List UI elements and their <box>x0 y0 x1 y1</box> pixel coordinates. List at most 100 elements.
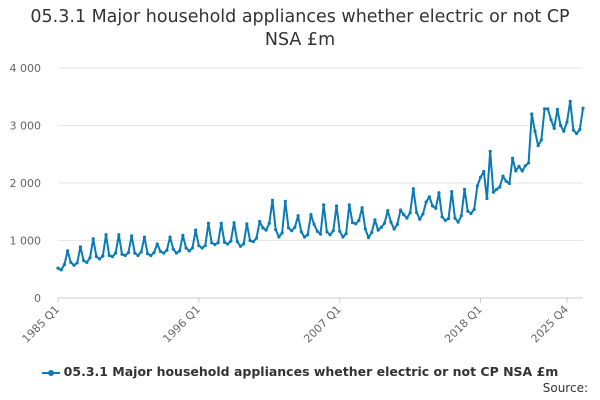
data-point[interactable] <box>517 164 521 168</box>
data-point[interactable] <box>446 217 451 221</box>
data-point[interactable] <box>523 164 527 168</box>
data-point[interactable] <box>366 236 371 240</box>
data-point[interactable] <box>126 250 131 255</box>
data-point[interactable] <box>213 242 217 247</box>
data-point[interactable] <box>539 138 543 142</box>
data-point[interactable] <box>258 219 262 224</box>
data-point[interactable] <box>555 107 559 111</box>
data-point[interactable] <box>210 241 214 245</box>
data-point[interactable] <box>325 230 329 234</box>
data-point[interactable] <box>354 222 358 226</box>
data-point[interactable] <box>120 252 124 256</box>
data-point[interactable] <box>136 253 140 258</box>
data-point[interactable] <box>347 203 351 207</box>
data-point[interactable] <box>200 246 204 250</box>
data-point[interactable] <box>178 249 182 253</box>
data-point[interactable] <box>334 204 339 208</box>
data-point[interactable] <box>110 255 115 259</box>
data-point[interactable] <box>418 217 422 221</box>
data-point[interactable] <box>491 190 495 194</box>
data-point[interactable] <box>453 216 457 220</box>
data-point[interactable] <box>482 169 486 174</box>
data-point[interactable] <box>283 199 287 203</box>
data-point[interactable] <box>510 156 515 160</box>
data-point[interactable] <box>440 215 444 219</box>
data-point[interactable] <box>206 221 211 225</box>
data-point[interactable] <box>235 240 239 244</box>
data-point[interactable] <box>270 198 275 202</box>
data-point[interactable] <box>437 191 441 195</box>
data-point[interactable] <box>507 181 511 186</box>
data-point[interactable] <box>56 266 60 270</box>
data-point[interactable] <box>466 209 470 213</box>
data-point[interactable] <box>462 187 467 191</box>
data-point[interactable] <box>331 229 335 233</box>
data-point[interactable] <box>581 106 585 110</box>
data-point[interactable] <box>341 235 345 239</box>
data-point[interactable] <box>392 227 396 231</box>
data-point[interactable] <box>379 225 383 229</box>
data-point[interactable] <box>194 228 198 232</box>
data-point[interactable] <box>494 187 499 191</box>
data-point[interactable] <box>357 218 361 222</box>
data-point[interactable] <box>66 249 70 253</box>
data-point[interactable] <box>59 268 63 272</box>
data-point[interactable] <box>238 244 243 248</box>
data-point[interactable] <box>571 128 576 132</box>
data-point[interactable] <box>398 208 403 212</box>
data-point[interactable] <box>152 250 156 255</box>
data-point[interactable] <box>363 227 367 231</box>
data-point[interactable] <box>318 232 323 236</box>
data-point[interactable] <box>501 174 505 178</box>
data-point[interactable] <box>219 221 223 225</box>
data-point[interactable] <box>469 211 473 216</box>
data-point[interactable] <box>549 118 553 122</box>
data-point[interactable] <box>565 120 569 124</box>
data-point[interactable] <box>274 227 278 232</box>
data-point[interactable] <box>478 175 483 179</box>
data-point[interactable] <box>216 241 220 245</box>
data-point[interactable] <box>181 233 185 237</box>
data-point[interactable] <box>251 240 255 244</box>
data-point[interactable] <box>533 129 537 133</box>
data-point[interactable] <box>306 233 310 237</box>
data-point[interactable] <box>575 131 579 136</box>
data-point[interactable] <box>184 246 188 250</box>
data-point[interactable] <box>315 229 319 233</box>
data-point[interactable] <box>376 228 380 232</box>
data-point[interactable] <box>187 249 191 253</box>
data-point[interactable] <box>386 209 390 213</box>
data-point[interactable] <box>312 222 316 226</box>
data-point[interactable] <box>434 206 438 210</box>
data-point[interactable] <box>69 260 73 264</box>
data-point[interactable] <box>162 251 166 255</box>
data-point[interactable] <box>405 216 409 220</box>
legend[interactable]: 05.3.1 Major household appliances whethe… <box>0 364 600 379</box>
data-point[interactable] <box>450 190 454 194</box>
data-point[interactable] <box>485 196 489 201</box>
data-point[interactable] <box>290 229 294 233</box>
data-point[interactable] <box>568 99 572 103</box>
data-point[interactable] <box>277 235 281 239</box>
data-point[interactable] <box>360 206 364 210</box>
data-point[interactable] <box>498 185 502 189</box>
data-point[interactable] <box>526 161 531 165</box>
data-point[interactable] <box>171 247 175 251</box>
data-point[interactable] <box>373 218 377 222</box>
data-point[interactable] <box>168 235 172 239</box>
data-point[interactable] <box>82 259 86 263</box>
data-point[interactable] <box>514 169 518 173</box>
data-point[interactable] <box>475 184 479 188</box>
data-point[interactable] <box>155 242 159 246</box>
data-point[interactable] <box>488 149 492 153</box>
data-point[interactable] <box>293 225 297 229</box>
data-point[interactable] <box>504 179 508 183</box>
data-point[interactable] <box>139 250 143 254</box>
data-point[interactable] <box>424 200 428 204</box>
data-point[interactable] <box>328 233 332 237</box>
data-point[interactable] <box>133 251 137 255</box>
data-point[interactable] <box>562 129 566 133</box>
data-point[interactable] <box>226 242 230 246</box>
data-point[interactable] <box>165 248 169 252</box>
data-point[interactable] <box>174 251 179 255</box>
